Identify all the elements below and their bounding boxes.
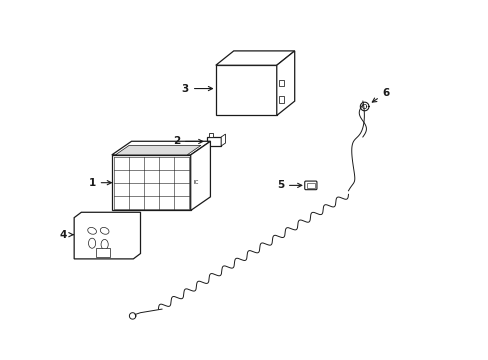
Polygon shape bbox=[190, 141, 210, 211]
Text: IC: IC bbox=[194, 180, 199, 185]
Polygon shape bbox=[74, 212, 140, 259]
Text: 2: 2 bbox=[172, 136, 203, 147]
Bar bbox=[96, 248, 110, 257]
Text: 1: 1 bbox=[88, 178, 111, 188]
Ellipse shape bbox=[100, 228, 109, 234]
Text: 6: 6 bbox=[371, 88, 389, 102]
Bar bbox=[278, 80, 283, 86]
Text: 3: 3 bbox=[182, 84, 212, 94]
Polygon shape bbox=[215, 51, 294, 65]
Bar bbox=[306, 183, 314, 188]
Polygon shape bbox=[112, 155, 190, 211]
Text: 5: 5 bbox=[276, 180, 301, 190]
Bar bbox=[278, 96, 283, 103]
Polygon shape bbox=[112, 141, 210, 155]
Polygon shape bbox=[276, 51, 294, 116]
Polygon shape bbox=[221, 134, 225, 146]
Polygon shape bbox=[115, 145, 201, 155]
Text: 4: 4 bbox=[60, 230, 73, 240]
Polygon shape bbox=[206, 137, 221, 146]
Ellipse shape bbox=[87, 228, 96, 234]
Ellipse shape bbox=[88, 238, 96, 248]
Ellipse shape bbox=[101, 239, 108, 249]
Bar bbox=[208, 134, 212, 137]
FancyBboxPatch shape bbox=[304, 181, 316, 190]
Polygon shape bbox=[215, 65, 276, 116]
